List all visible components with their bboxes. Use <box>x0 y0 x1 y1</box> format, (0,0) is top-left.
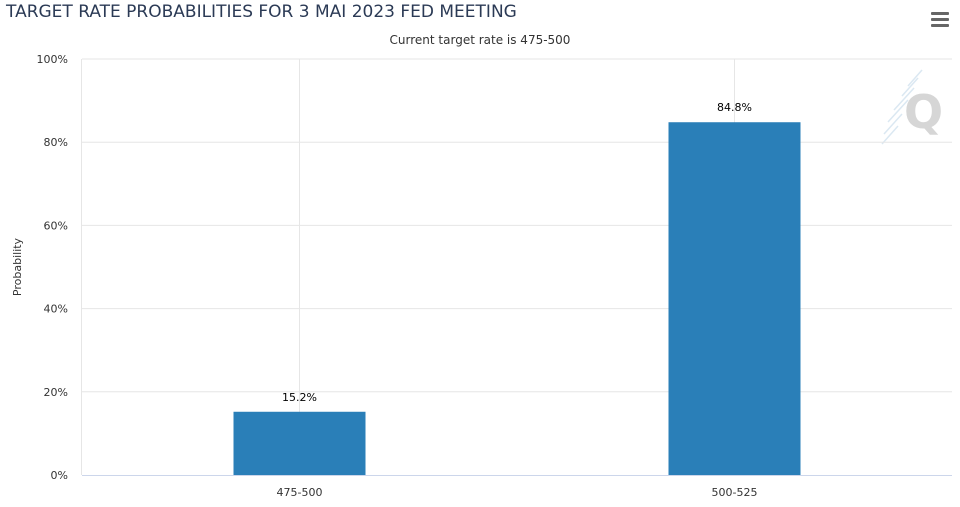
y-tick-label: 40% <box>44 303 68 316</box>
y-tick-label: 100% <box>37 53 68 66</box>
data-label: 84.8% <box>717 101 752 114</box>
bar-475-500[interactable] <box>233 411 366 475</box>
q-logo-icon: Q <box>878 68 948 148</box>
menu-bar <box>931 18 949 21</box>
x-tick-label: 475-500 <box>277 486 323 499</box>
y-tick-label: 0% <box>51 469 68 482</box>
x-tick-label: 500-525 <box>712 486 758 499</box>
svg-text:Q: Q <box>904 85 943 139</box>
y-axis-tick-labels: 0% 20% 40% 60% 80% 100% <box>37 53 68 482</box>
data-labels: 15.2% 84.8% <box>282 101 752 404</box>
menu-bar <box>931 24 949 27</box>
bar-500-525[interactable] <box>668 122 801 476</box>
y-axis-title: Probability <box>11 237 24 296</box>
y-tick-label: 80% <box>44 136 68 149</box>
hamburger-menu-icon[interactable] <box>928 8 952 30</box>
y-tick-label: 20% <box>44 386 68 399</box>
data-label: 15.2% <box>282 391 317 404</box>
grid-lines <box>82 58 952 475</box>
y-tick-label: 60% <box>44 219 68 232</box>
x-axis-tick-labels: 475-500 500-525 <box>277 486 758 499</box>
bars <box>233 122 801 476</box>
chart-subtitle: Current target rate is 475-500 <box>389 33 571 47</box>
menu-bar <box>931 12 949 15</box>
chart-title: TARGET RATE PROBABILITIES FOR 3 MAI 2023… <box>6 2 517 22</box>
